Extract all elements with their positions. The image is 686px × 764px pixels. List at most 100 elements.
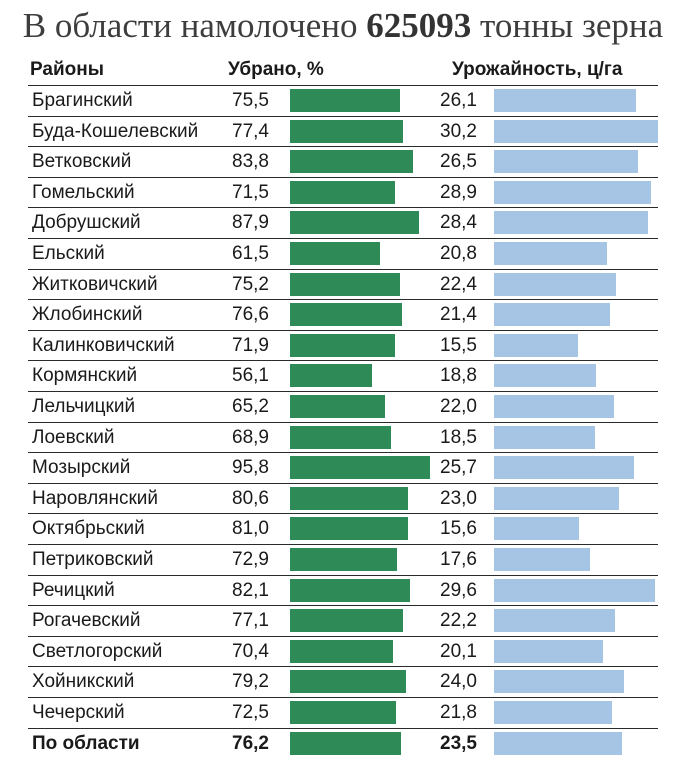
yield-value: 26,1 bbox=[440, 90, 477, 111]
title-prefix: В области намолочено bbox=[22, 6, 358, 45]
yield-value: 23,0 bbox=[440, 487, 477, 509]
harvested-value: 95,8 bbox=[232, 457, 269, 479]
district-name: Калинковичский bbox=[32, 334, 175, 356]
row-divider bbox=[28, 421, 658, 423]
yield-bar bbox=[494, 548, 590, 571]
row-divider bbox=[28, 146, 658, 148]
harvested-bar bbox=[290, 578, 410, 602]
row-divider bbox=[28, 513, 658, 515]
district-name: Жлобинский bbox=[32, 304, 143, 326]
yield-value: 22,4 bbox=[440, 273, 477, 295]
row-divider bbox=[28, 268, 658, 270]
yield-value: 17,6 bbox=[440, 549, 477, 570]
row-divider bbox=[28, 329, 658, 331]
yield-bar bbox=[494, 364, 597, 388]
yield-value: 15,5 bbox=[440, 334, 477, 356]
harvested-bar bbox=[290, 395, 386, 418]
harvested-bar bbox=[290, 456, 430, 480]
harvested-bar bbox=[290, 303, 402, 327]
harvested-bar bbox=[290, 731, 402, 755]
column-header-harvested: Убрано, % bbox=[228, 59, 324, 80]
yield-bar bbox=[494, 456, 634, 480]
yield-bar bbox=[494, 272, 616, 296]
harvested-value: 82,1 bbox=[232, 579, 269, 601]
row-divider bbox=[28, 544, 658, 545]
row-divider bbox=[28, 391, 658, 392]
yield-value: 28,4 bbox=[440, 212, 477, 234]
yield-bar bbox=[494, 242, 607, 265]
row-divider bbox=[28, 482, 658, 484]
yield-value: 21,4 bbox=[440, 304, 477, 326]
column-header-districts: Районы bbox=[30, 59, 104, 80]
harvested-value: 72,9 bbox=[232, 549, 269, 570]
harvested-value: 75,5 bbox=[232, 90, 269, 111]
yield-bar bbox=[494, 303, 611, 327]
harvested-value: 76,2 bbox=[232, 732, 269, 754]
harvested-value: 75,2 bbox=[232, 273, 269, 295]
yield-bar bbox=[494, 425, 595, 449]
yield-value: 20,1 bbox=[440, 640, 477, 662]
harvested-bar bbox=[290, 180, 395, 204]
title-number: 625093 bbox=[366, 6, 472, 45]
harvested-bar bbox=[290, 609, 403, 633]
row-divider bbox=[28, 115, 658, 117]
harvested-bar bbox=[290, 333, 396, 357]
yield-bar bbox=[494, 639, 604, 663]
harvested-bar bbox=[290, 242, 380, 265]
row-divider bbox=[28, 666, 658, 668]
harvested-value: 87,9 bbox=[232, 212, 269, 234]
harvested-value: 77,4 bbox=[232, 120, 269, 142]
harvested-bar bbox=[290, 364, 372, 388]
yield-value: 23,5 bbox=[440, 732, 477, 754]
row-divider bbox=[28, 176, 658, 178]
row-divider bbox=[28, 360, 658, 362]
harvested-bar bbox=[290, 639, 393, 663]
yield-value: 26,5 bbox=[440, 151, 477, 173]
row-divider bbox=[28, 238, 658, 239]
yield-value: 24,0 bbox=[440, 671, 477, 693]
harvested-value: 83,8 bbox=[232, 151, 269, 173]
harvested-value: 81,0 bbox=[232, 518, 269, 540]
harvested-bar bbox=[290, 150, 413, 174]
yield-value: 22,0 bbox=[440, 396, 477, 417]
district-name: Петриковский bbox=[32, 549, 154, 570]
yield-bar bbox=[494, 89, 636, 112]
yield-bar bbox=[494, 333, 579, 357]
title-suffix: тонны зерна bbox=[480, 6, 664, 45]
harvested-bar bbox=[290, 701, 396, 724]
row-divider bbox=[28, 635, 658, 637]
yield-bar bbox=[494, 578, 655, 602]
district-name: Житковичский bbox=[32, 273, 158, 295]
harvested-value: 77,1 bbox=[232, 610, 269, 632]
district-name: Лоевский bbox=[32, 426, 115, 448]
harvested-value: 76,6 bbox=[232, 304, 269, 326]
district-name: Октябрьский bbox=[32, 518, 145, 540]
row-divider bbox=[28, 85, 658, 86]
district-name: Наровлянский bbox=[32, 487, 158, 509]
yield-value: 22,2 bbox=[440, 610, 477, 632]
yield-value: 29,6 bbox=[440, 579, 477, 601]
row-divider bbox=[28, 727, 658, 729]
harvested-bar bbox=[290, 548, 397, 571]
row-divider bbox=[28, 605, 658, 607]
yield-bar bbox=[494, 395, 614, 418]
district-name: Гомельский bbox=[32, 181, 135, 203]
district-name: Хойникский bbox=[32, 671, 135, 693]
harvested-bar bbox=[290, 517, 409, 541]
district-name: Мозырский bbox=[32, 457, 131, 479]
yield-bar bbox=[494, 119, 658, 143]
harvested-value: 56,1 bbox=[232, 365, 269, 387]
yield-value: 28,9 bbox=[440, 181, 477, 203]
district-name: Лельчицкий bbox=[32, 396, 136, 417]
yield-value: 18,5 bbox=[440, 426, 477, 448]
harvested-value: 65,2 bbox=[232, 396, 269, 417]
harvested-value: 80,6 bbox=[232, 487, 269, 509]
district-name: Речицкий bbox=[32, 579, 115, 601]
row-divider bbox=[28, 452, 658, 454]
yield-value: 18,8 bbox=[440, 365, 477, 387]
district-name: Ельский bbox=[32, 243, 105, 264]
district-name: По области bbox=[32, 732, 140, 754]
yield-bar bbox=[494, 731, 622, 755]
district-name: Буда-Кошелевский bbox=[32, 120, 199, 142]
